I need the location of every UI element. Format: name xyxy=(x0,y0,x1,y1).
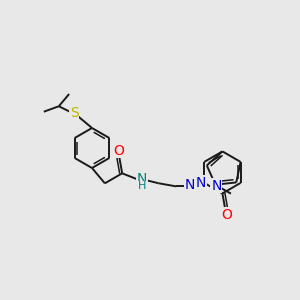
Text: N: N xyxy=(196,176,206,190)
Text: N: N xyxy=(211,178,221,193)
Text: O: O xyxy=(114,144,124,158)
Text: H: H xyxy=(138,181,146,191)
Text: O: O xyxy=(221,208,232,222)
Text: S: S xyxy=(70,106,79,120)
Text: N: N xyxy=(137,172,147,186)
Text: N: N xyxy=(184,178,195,192)
